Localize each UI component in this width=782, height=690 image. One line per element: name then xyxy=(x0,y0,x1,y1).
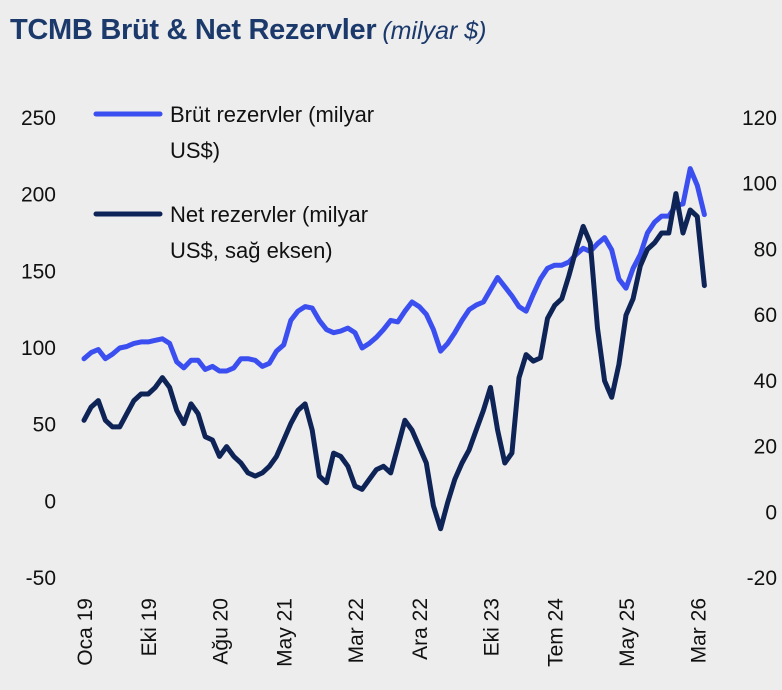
right-y-tick-label: 20 xyxy=(754,436,777,459)
left-y-axis: 250 200 150 100 50 0 -50 xyxy=(21,107,56,590)
x-tick-label: Ağu 20 xyxy=(209,598,232,665)
legend-label-line2: US$) xyxy=(170,138,220,163)
x-tick-label: Mar 22 xyxy=(345,598,368,663)
x-tick-label: Oca 19 xyxy=(74,598,97,666)
x-tick-label: Mar 26 xyxy=(687,598,710,663)
x-tick-label: Ara 22 xyxy=(409,598,432,660)
chart-subtitle: (milyar $) xyxy=(382,17,487,45)
left-y-tick-label: 150 xyxy=(21,260,56,283)
series-line-net xyxy=(81,191,707,532)
x-tick-label: Eki 19 xyxy=(138,598,161,656)
series-layer xyxy=(81,166,707,532)
legend-label-line1: Brüt rezervler (milyar xyxy=(170,102,374,127)
x-tick-label: May 21 xyxy=(274,598,297,667)
chart-title: TCMB Brüt & Net Rezervler xyxy=(10,14,377,46)
title-block: TCMB Brüt & Net Rezervler (milyar $) xyxy=(10,14,487,47)
right-y-tick-label: -20 xyxy=(747,567,777,590)
x-axis: Oca 19 Eki 19 Ağu 20 May 21 Mar 22 Ara 22 Eki … xyxy=(74,598,710,667)
right-y-tick-label: 80 xyxy=(754,238,777,261)
right-y-tick-label: 100 xyxy=(742,173,777,196)
right-y-tick-label: 0 xyxy=(765,501,777,524)
left-y-tick-label: -50 xyxy=(26,567,56,590)
left-y-tick-label: 50 xyxy=(33,414,56,437)
legend-label-line1: Net rezervler (milyar xyxy=(170,202,368,227)
left-y-tick-label: 200 xyxy=(21,184,56,207)
legend: Brüt rezervler (milyar US$) Net rezervler … xyxy=(93,102,374,263)
left-y-tick-label: 100 xyxy=(21,337,56,360)
right-y-axis: 120 100 80 60 40 20 0 -20 xyxy=(742,107,777,590)
right-y-tick-label: 60 xyxy=(754,304,777,327)
left-y-tick-label: 250 xyxy=(21,107,56,130)
legend-label-line2: US$, sağ eksen) xyxy=(170,238,333,263)
x-tick-label: Tem 24 xyxy=(545,598,568,667)
x-tick-label: May 25 xyxy=(616,598,639,667)
x-tick-label: Eki 23 xyxy=(480,598,503,656)
series-line-brut xyxy=(81,166,707,374)
right-y-tick-label: 120 xyxy=(742,107,777,130)
left-y-tick-label: 0 xyxy=(44,490,56,513)
right-y-tick-label: 40 xyxy=(754,370,777,393)
